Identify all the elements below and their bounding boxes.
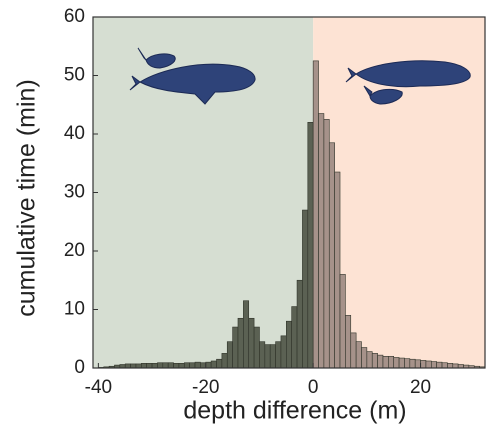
bar [205, 361, 212, 369]
bar [307, 122, 314, 369]
bar [135, 363, 142, 369]
bar [216, 358, 223, 369]
bar [248, 317, 255, 369]
bar [259, 341, 266, 369]
bar [312, 60, 319, 369]
bar [371, 353, 378, 369]
bar [334, 171, 341, 369]
bar [151, 363, 158, 369]
whale-right [345, 60, 471, 105]
bar [377, 354, 384, 369]
y-tick-label: 40 [64, 123, 85, 144]
bar [141, 363, 147, 369]
bar [420, 360, 427, 369]
bar [210, 360, 217, 369]
bar [431, 361, 437, 369]
bar [409, 358, 416, 369]
bar [286, 320, 292, 369]
bar [339, 274, 346, 369]
bar [226, 341, 233, 369]
bar [452, 363, 459, 369]
bar [393, 357, 400, 369]
axes: 0 10 20 30 40 50 60 -40 -20 0 20 [64, 6, 486, 398]
bar [414, 359, 421, 369]
bar [355, 341, 362, 369]
bar [328, 142, 335, 369]
bar [124, 363, 131, 369]
bar [436, 361, 443, 369]
bar [189, 362, 196, 369]
bar [302, 209, 309, 369]
bar [382, 355, 389, 369]
bar [178, 363, 185, 369]
bar [162, 362, 169, 369]
bar [296, 279, 303, 369]
bar [345, 315, 352, 369]
bar [232, 326, 239, 369]
x-axis-label: depth difference (m) [183, 397, 406, 425]
bar [221, 353, 228, 369]
bar [350, 332, 357, 369]
y-tick-label: 50 [64, 65, 85, 86]
x-tick-label: -40 [85, 377, 112, 398]
bar [130, 363, 137, 369]
y-axis-label: cumulative time (min) [13, 79, 41, 317]
bar [388, 355, 395, 369]
y-tick-label: 10 [64, 299, 85, 320]
bar [264, 344, 271, 369]
bar [323, 119, 330, 369]
bar [291, 306, 298, 369]
bar [447, 363, 454, 369]
bar [366, 351, 373, 369]
bar [280, 335, 287, 369]
bar [404, 358, 411, 369]
bar [398, 357, 405, 369]
x-tick-label: 20 [410, 377, 431, 398]
y-tick-label: 30 [64, 182, 85, 203]
illustrations [129, 47, 471, 105]
bar [243, 300, 250, 369]
bar [146, 363, 153, 369]
bar [318, 113, 325, 369]
x-tick-label: -20 [192, 377, 219, 398]
bar [167, 362, 174, 369]
bar [361, 347, 368, 369]
bar [269, 344, 276, 369]
y-tick-label: 0 [74, 357, 85, 378]
bar [425, 360, 432, 369]
y-tick-label: 20 [64, 240, 85, 261]
bar [253, 326, 260, 369]
whale-left [129, 47, 256, 105]
bar [275, 341, 282, 369]
bar [200, 362, 207, 369]
bar [194, 361, 201, 369]
bar [237, 317, 244, 369]
bar [183, 362, 190, 369]
bar [157, 362, 164, 369]
bar [441, 362, 448, 369]
x-tick-label: 0 [308, 377, 319, 398]
y-tick-label: 60 [64, 6, 85, 27]
bar [173, 363, 180, 369]
